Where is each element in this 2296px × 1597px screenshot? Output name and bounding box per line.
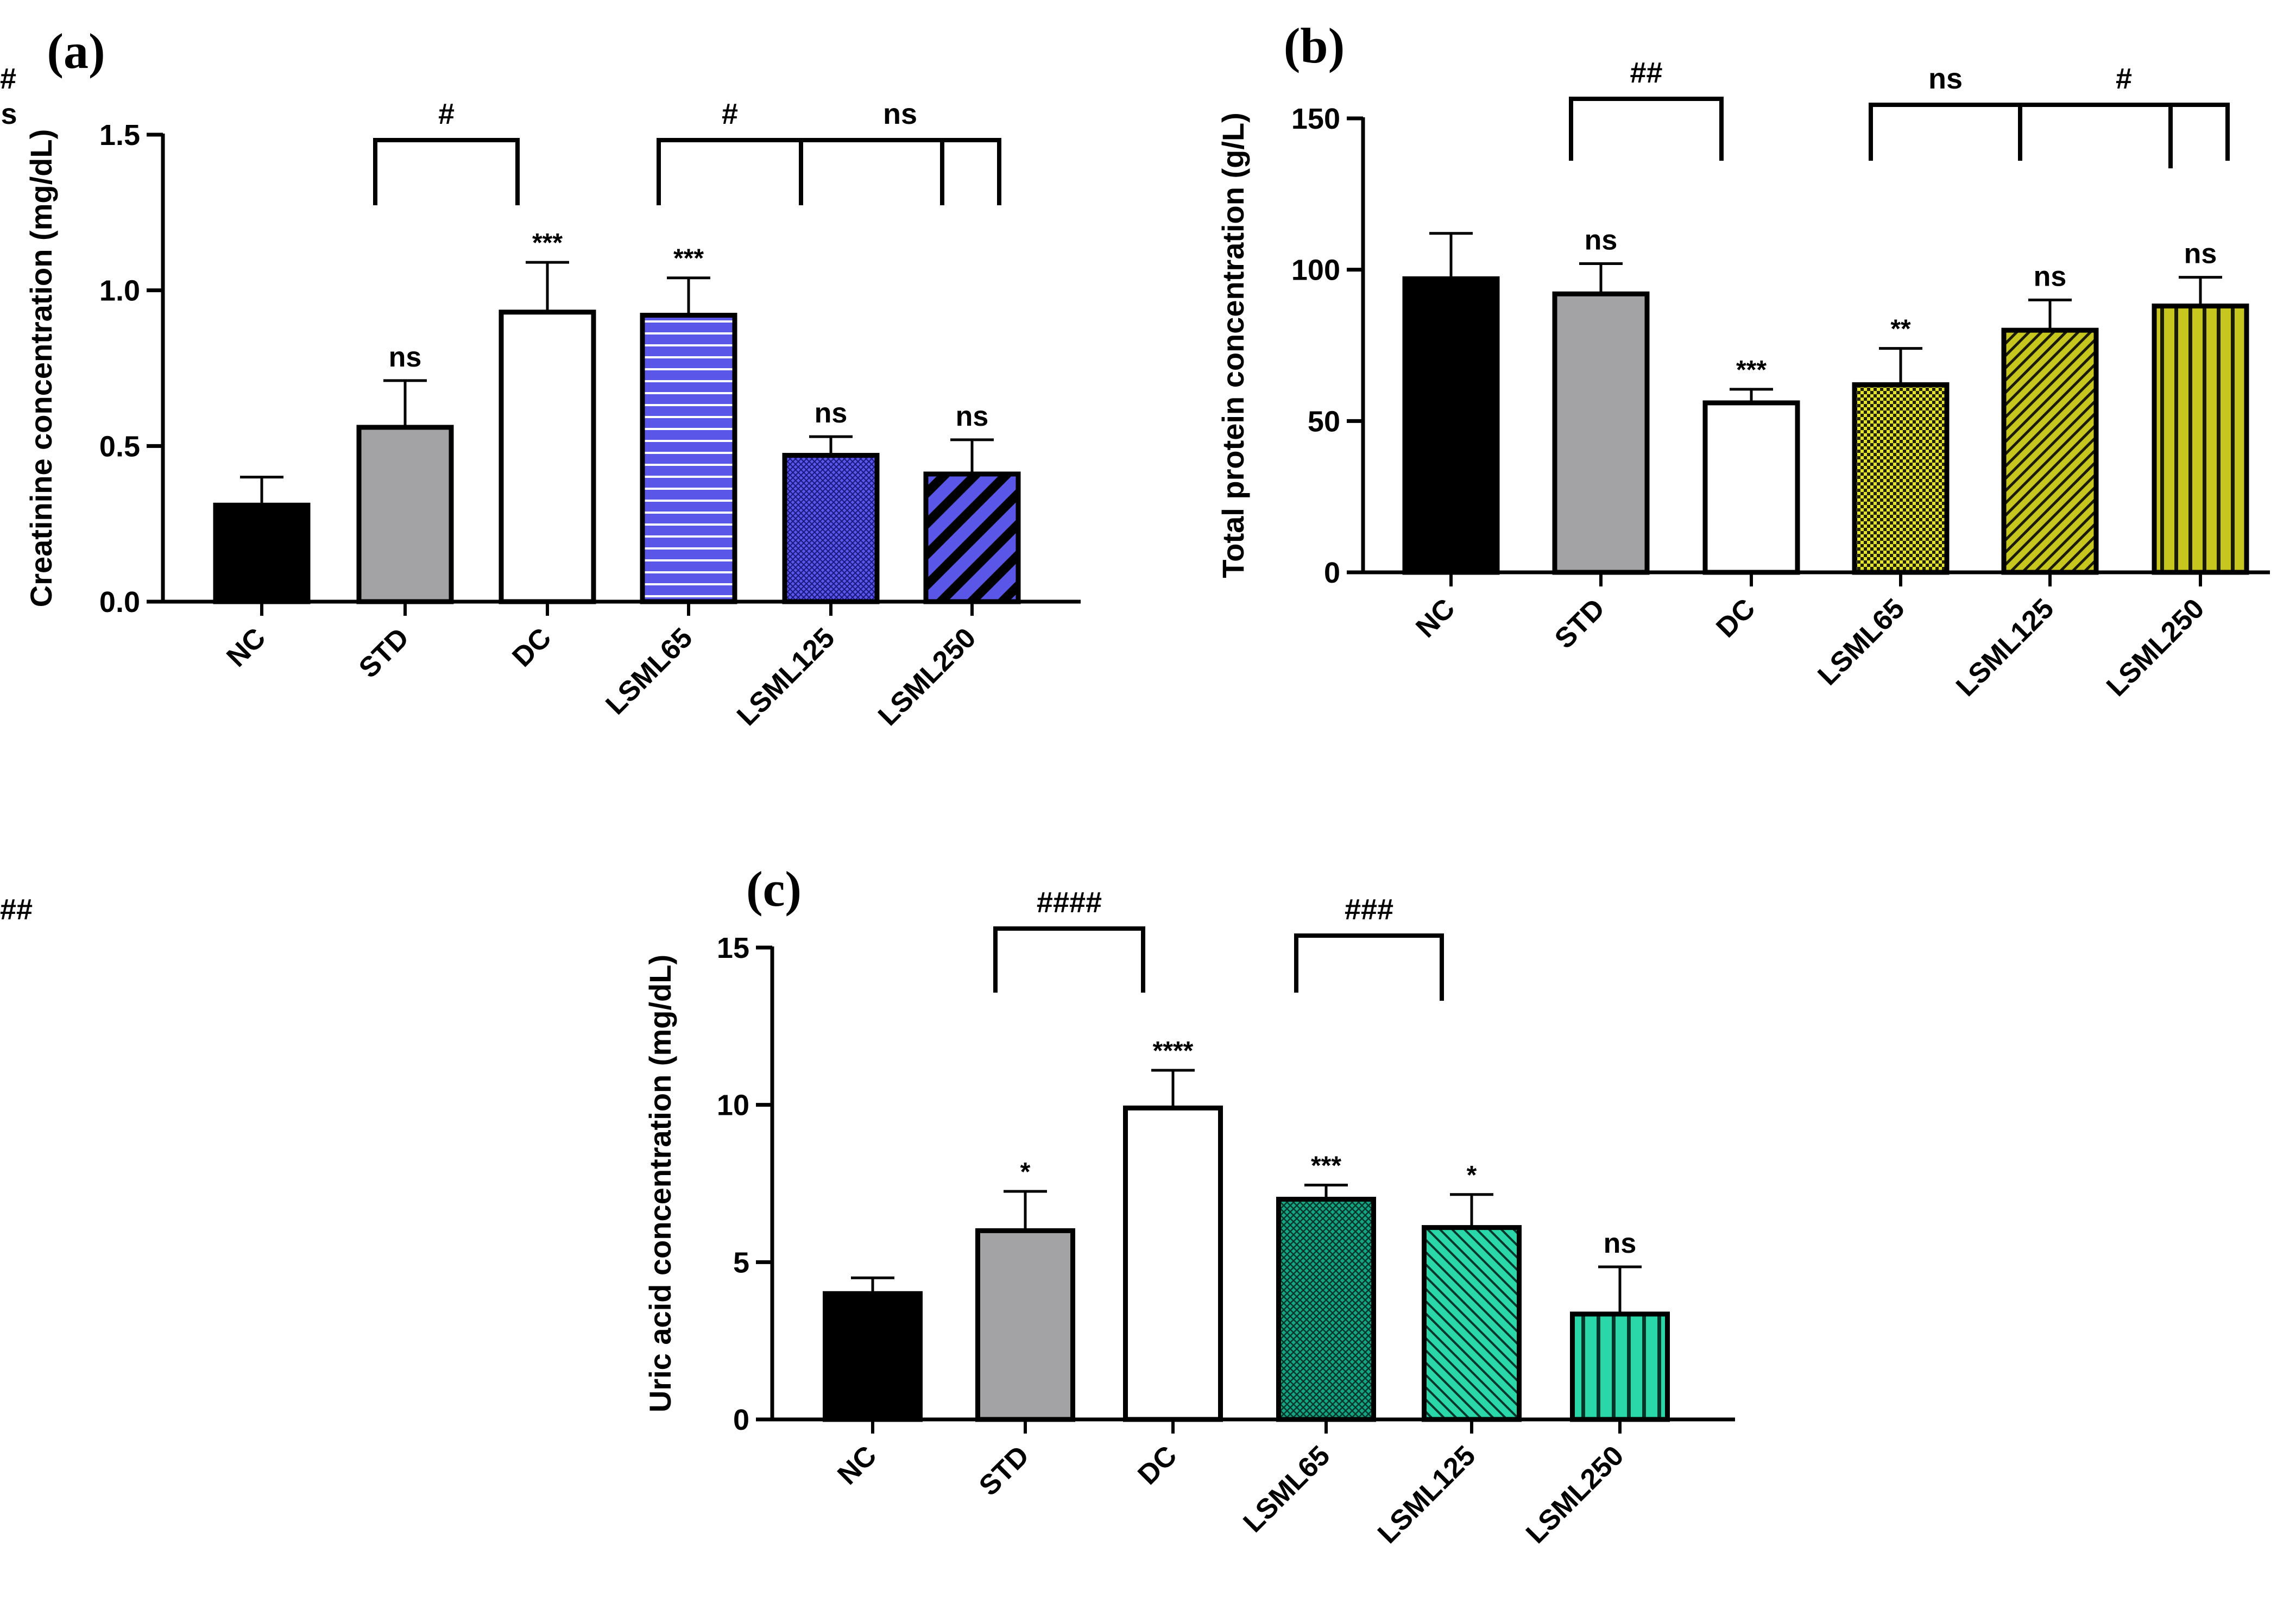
category-label: LSML125: [1950, 592, 2060, 702]
y-tick-label: 150: [1291, 103, 1340, 135]
bar-dc: [499, 310, 596, 604]
bar-dc: [1702, 400, 1800, 575]
y-tick-label: 50: [1308, 405, 1340, 438]
y-tick-label: 1.0: [99, 275, 140, 307]
category-label: LSML125: [731, 622, 841, 731]
significance-label: ns: [956, 401, 989, 432]
bar-lsml125: [2001, 327, 2099, 575]
significance-label: ns: [1585, 225, 1618, 256]
comparison-bracket: [1569, 97, 1724, 161]
category-label: STD: [1549, 592, 1611, 655]
category-label: LSML250: [1520, 1440, 1630, 1549]
bar-std: [975, 1228, 1075, 1422]
significance-label: ns: [2184, 238, 2217, 270]
y-tick-label: 1.5: [99, 119, 140, 152]
significance-label: ns: [815, 397, 848, 429]
category-label: STD: [353, 622, 415, 684]
significance-label: ***: [1311, 1151, 1341, 1180]
significance-label: ns: [389, 342, 422, 373]
category-label: DC: [506, 622, 557, 673]
bar-lsml65: [640, 313, 737, 604]
panel-label: (a): [47, 23, 105, 79]
bar-lsml125: [1422, 1225, 1522, 1422]
comparison-bracket: [373, 138, 520, 205]
y-axis-title: Uric acid concentration (mg/dL): [643, 955, 677, 1412]
significance-label: **: [1890, 315, 1911, 344]
category-label: NC: [220, 622, 272, 673]
bar-std: [356, 425, 454, 604]
comparison-bracket: [799, 138, 1001, 205]
bar-dc: [1123, 1105, 1223, 1422]
bar-lsml65: [1852, 382, 1950, 575]
bar-lsml250: [1570, 1311, 1670, 1422]
bracket-label: ##: [1630, 56, 1662, 89]
significance-label: *: [1467, 1161, 1477, 1190]
comparison-bracket: [1294, 933, 1444, 993]
bracket-label: ####: [1037, 886, 1102, 919]
y-axis-title: Creatinine concentration (mg/dL): [24, 129, 58, 608]
y-tick-label: 0: [1324, 557, 1340, 589]
category-label: DC: [1710, 592, 1761, 643]
bar-nc: [213, 502, 311, 604]
significance-label: ***: [1736, 356, 1767, 384]
bracket-label: ####: [0, 893, 33, 926]
comparison-bracket: [993, 926, 1145, 993]
y-tick-label: 0.5: [99, 430, 140, 463]
category-label: NC: [831, 1440, 882, 1491]
significance-label: ns: [1604, 1228, 1637, 1259]
category-label: DC: [1132, 1440, 1183, 1491]
category-label: LSML125: [1372, 1440, 1481, 1549]
significance-label: *: [1020, 1158, 1031, 1186]
panel-label: (c): [746, 861, 802, 917]
category-label: LSML65: [1812, 592, 1910, 691]
bracket-label: #: [722, 98, 738, 130]
bar-lsml125: [782, 453, 880, 604]
comparison-bracket: [1869, 103, 2022, 161]
bar-nc: [823, 1291, 923, 1422]
bracket-label: #: [438, 98, 455, 130]
comparison-bracket: [2018, 103, 2230, 161]
bar-lsml65: [1276, 1196, 1376, 1422]
y-tick-label: 15: [717, 932, 749, 964]
bar-nc: [1402, 276, 1500, 575]
category-label: LSML65: [600, 622, 698, 721]
y-axis-title: Total protein concentration (g/L): [1216, 112, 1250, 578]
y-tick-label: 0.0: [99, 586, 140, 618]
category-label: NC: [1410, 592, 1461, 643]
bracket-label: #: [2116, 62, 2132, 95]
bar-std: [1552, 291, 1650, 575]
category-label: LSML250: [872, 622, 982, 731]
significance-label: ns: [2034, 261, 2067, 292]
y-tick-label: 5: [733, 1246, 749, 1279]
bracket-label: ns: [1928, 62, 1963, 95]
category-label: LSML250: [2101, 592, 2210, 702]
category-label: LSML65: [1237, 1440, 1336, 1538]
y-tick-label: 10: [717, 1089, 749, 1122]
category-label: STD: [973, 1440, 1036, 1502]
y-tick-label: 100: [1291, 254, 1340, 287]
panel-c: (c) Uric acid concentration (mg/dL) 0 5 10 15…: [0, 861, 1735, 1550]
significance-label: ****: [1153, 1037, 1194, 1065]
bracket-label: ###: [1345, 893, 1393, 926]
bracket-label: ns: [883, 98, 917, 130]
bar-lsml250: [923, 471, 1021, 604]
significance-label: ***: [532, 229, 563, 257]
significance-label: ***: [673, 244, 704, 273]
bar-lsml250: [2152, 304, 2249, 575]
bracket-label: ##: [0, 62, 16, 95]
comparison-bracket: [657, 138, 803, 205]
y-tick-label: 0: [733, 1404, 749, 1436]
panel-a: (a) Creatinine concentration (mg/dL) 0.0 0.…: [0, 23, 1081, 732]
panel-label: (b): [1284, 18, 1345, 73]
bracket-label: ns: [0, 98, 17, 130]
